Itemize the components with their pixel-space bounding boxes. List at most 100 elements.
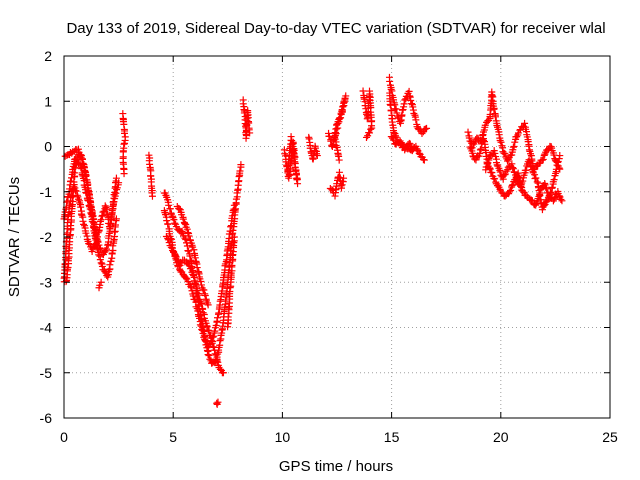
- y-tick-label: 2: [44, 48, 52, 64]
- data-point: [480, 137, 488, 145]
- data-point: [337, 184, 345, 192]
- data-point: [148, 192, 156, 200]
- data-point: [227, 223, 235, 231]
- data-point: [80, 220, 88, 228]
- data-point: [194, 289, 202, 297]
- data-point: [184, 229, 192, 237]
- data-point: [509, 164, 517, 172]
- data-point: [518, 187, 526, 195]
- data-point: [284, 167, 292, 175]
- data-point: [187, 284, 195, 292]
- data-point: [386, 77, 394, 85]
- data-point: [538, 156, 546, 164]
- data-point: [88, 248, 96, 256]
- data-point: [216, 297, 224, 305]
- ticks: 0 5 10 15 20 25 -6 -5 -4 -3 -2 -1 0 1 2: [40, 48, 618, 445]
- data-point: [107, 257, 115, 265]
- data-point: [211, 350, 219, 358]
- data-point: [409, 103, 417, 111]
- data-point: [542, 183, 550, 191]
- data-point: [557, 195, 565, 203]
- y-tick-label: 1: [44, 93, 52, 109]
- data-point: [196, 321, 204, 329]
- data-point: [88, 211, 96, 219]
- data-point: [147, 172, 155, 180]
- data-point: [97, 259, 105, 267]
- data-point: [74, 195, 82, 203]
- data-point: [409, 145, 417, 153]
- x-tick-label: 5: [169, 429, 177, 445]
- data-point: [363, 115, 371, 123]
- data-point: [540, 202, 548, 210]
- data-point: [548, 183, 556, 191]
- data-point: [482, 163, 490, 171]
- data-point: [170, 216, 178, 224]
- y-tick-label: -3: [40, 274, 53, 290]
- data-point: [96, 281, 104, 289]
- data-point: [486, 164, 494, 172]
- data-point: [522, 166, 530, 174]
- y-tick-label: -1: [40, 184, 53, 200]
- data-point: [246, 129, 254, 137]
- data-point: [193, 264, 201, 272]
- data-point: [212, 322, 220, 329]
- data-point: [365, 129, 373, 137]
- data-point: [390, 129, 398, 137]
- data-point: [521, 119, 529, 127]
- data-point: [497, 138, 505, 146]
- data-point: [190, 246, 198, 254]
- data-point: [78, 155, 86, 163]
- data-point: [400, 100, 408, 108]
- data-point: [488, 169, 496, 177]
- data-point: [502, 167, 510, 175]
- data-point: [464, 128, 472, 136]
- data-point: [465, 134, 473, 142]
- data-point: [390, 96, 398, 104]
- data-point: [492, 113, 499, 121]
- data-point: [496, 168, 504, 176]
- data-point: [103, 271, 111, 279]
- data-point: [290, 149, 298, 157]
- data-point: [490, 105, 498, 113]
- data-point: [76, 199, 84, 207]
- data-point: [163, 217, 171, 225]
- data-point: [536, 192, 544, 200]
- data-point: [63, 197, 71, 205]
- data-point: [77, 203, 85, 211]
- data-point: [286, 152, 294, 160]
- data-point: [181, 220, 189, 228]
- data-point: [555, 192, 563, 200]
- data-point: [112, 174, 120, 182]
- data-point: [513, 133, 521, 141]
- y-tick-label: -4: [40, 320, 53, 336]
- data-point: [507, 187, 515, 195]
- data-point: [183, 225, 191, 233]
- data-point: [230, 233, 238, 241]
- data-point: [95, 251, 103, 259]
- data-point: [199, 329, 207, 337]
- data-point: [387, 85, 395, 93]
- data-point: [98, 212, 106, 220]
- data-point: [224, 313, 232, 321]
- data-point: [67, 222, 75, 230]
- data-point: [204, 351, 212, 359]
- data-point: [175, 205, 183, 213]
- data-point: [229, 206, 237, 214]
- x-axis-title: GPS time / hours: [279, 458, 393, 475]
- data-point: [230, 201, 238, 209]
- data-point: [236, 167, 244, 175]
- data-point: [110, 198, 118, 206]
- data-point: [526, 159, 534, 167]
- data-point: [164, 220, 172, 228]
- data-point: [341, 94, 349, 102]
- data-point: [97, 278, 105, 286]
- data-point: [108, 208, 116, 216]
- data-point: [340, 174, 348, 182]
- y-tick-label: -2: [40, 229, 53, 245]
- data-point: [508, 160, 516, 168]
- data-point: [165, 201, 173, 209]
- data-point: [216, 337, 224, 345]
- data-point: [510, 142, 518, 150]
- data-point: [423, 124, 431, 132]
